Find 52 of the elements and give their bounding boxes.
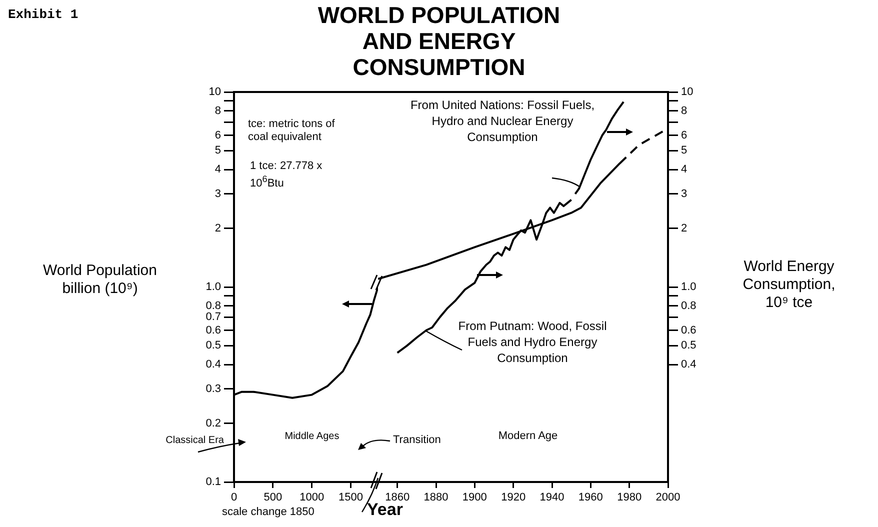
x-tick-label: 1000 [300,492,324,504]
y-tick-label: 0.6 [206,324,221,336]
y-tick-label: 0.8 [681,300,696,312]
text: Classical Era [164,434,224,447]
y-tick-label: 5 [214,144,221,157]
y-tick-label: 0.8 [206,300,221,312]
y-axis-title: World Energy Consumption, 10⁹ tce [742,258,836,312]
text: Exhibit 1 [8,7,80,22]
y-axis-title: World Population billion (10⁹) [42,262,158,298]
x-tick-label: 1880 [424,492,448,504]
y-tick-label: 4 [214,164,221,176]
annotation: Modern Age [497,430,559,443]
y-tick-label: 4 [681,164,688,176]
x-tick-label: 1980 [617,492,642,504]
annotation: Transition [393,434,442,447]
y-tick-label: 8 [681,104,688,117]
x-tick-label: 1500 [338,492,363,504]
y-tick-label: 10 [208,86,221,98]
x-tick-label: 1960 [578,492,603,504]
y-tick-label: 0.7 [206,311,221,324]
y-tick-label: 2 [214,222,221,234]
series-label: From United Nations: Fossil Fuels, Hydro and Nuclear Energy Consumption [410,97,595,145]
annotation: 1 tce: 27.778 x 10$^{6}$Btu [250,160,324,191]
y-tick-label: 0.6 [681,324,696,336]
y-tick-label: 0.5 [681,340,696,352]
y-tick-label: 3 [681,188,688,200]
y-tick-label: 0.4 [206,358,221,371]
y-tick-label: 6 [681,129,688,142]
text: WORLD POPULATION AND ENERGY CONSUMPTION [316,2,562,80]
x-tick-label: 0 [230,492,238,504]
annotation: Middle Ages [284,430,340,443]
y-tick-label: 5 [681,144,688,157]
x-tick-label: 1920 [501,492,526,504]
legend-label: From Putnam: Wood, Fossil Fuels and Hydro Energy Consumption [457,318,608,366]
x-tick-label: 2000 [656,492,680,504]
x-tick-label: 1900 [462,492,487,504]
annotation: tce: metric tons of coal equivalent [248,118,336,144]
y-tick-label: 1.0 [206,281,221,294]
y-tick-label: 0.5 [206,340,221,352]
y-tick-label: 0.1 [206,476,221,488]
y-tick-label: 8 [214,104,221,117]
y-tick-label: 3 [214,188,221,200]
y-tick-label: 2 [681,222,688,234]
text: scale change 1850 [222,506,316,519]
y-tick-label: 0.3 [206,382,221,395]
x-tick-label: 1940 [540,492,564,504]
y-tick-label: 10 [681,86,694,98]
y-tick-label: 0.2 [206,417,221,430]
y-tick-label: 0.4 [681,358,696,371]
x-tick-label: 500 [264,492,282,504]
y-tick-label: 6 [214,129,221,142]
y-tick-label: 1.0 [681,281,696,294]
